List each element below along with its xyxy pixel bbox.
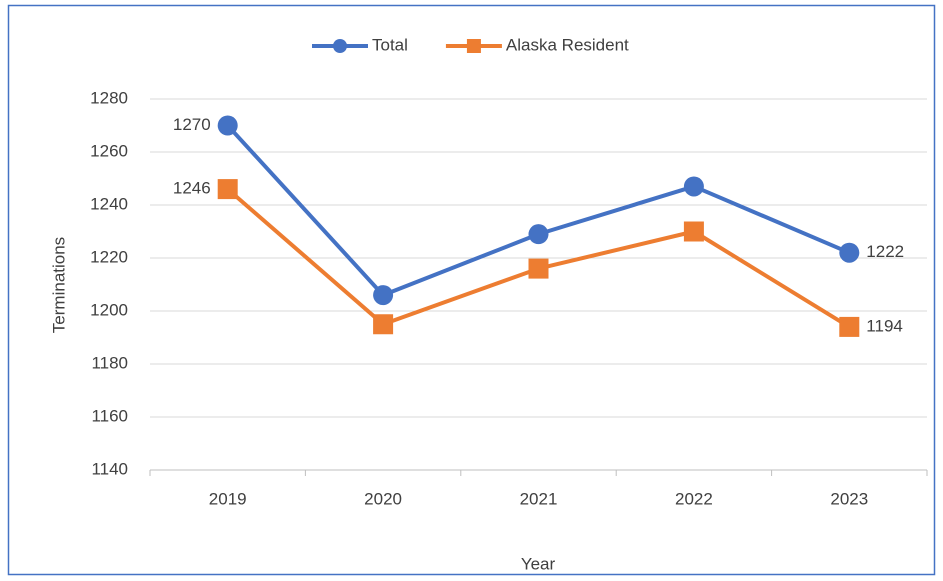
x-tick-label: 2023 xyxy=(830,489,868,508)
point xyxy=(217,179,238,200)
y-axis-title: Terminations xyxy=(49,237,68,333)
y-tick-label: 1160 xyxy=(91,406,128,425)
y-tick-label: 1260 xyxy=(90,141,128,160)
y-tick-label: 1180 xyxy=(91,353,128,372)
data-label: 1246 xyxy=(173,179,211,198)
chart-frame xyxy=(7,4,936,576)
data-label: 1194 xyxy=(866,316,903,335)
legend-marker xyxy=(466,39,481,53)
x-axis-title: Year xyxy=(521,554,556,573)
legend-label: Alaska Resident xyxy=(506,35,629,54)
y-tick-label: 1220 xyxy=(90,247,128,266)
point xyxy=(373,314,394,335)
point xyxy=(683,221,704,242)
point xyxy=(373,285,394,306)
y-tick-label: 1240 xyxy=(90,194,128,213)
y-tick-label: 1140 xyxy=(91,459,128,478)
x-tick-label: 2022 xyxy=(675,489,713,508)
point xyxy=(528,258,549,279)
data-label: 1270 xyxy=(173,115,211,134)
x-tick-label: 2021 xyxy=(520,489,558,508)
x-tick-label: 2019 xyxy=(209,489,247,508)
data-label: 1222 xyxy=(866,242,904,261)
legend-label: Total xyxy=(372,35,408,54)
point xyxy=(683,176,704,197)
point xyxy=(217,115,238,136)
legend-marker xyxy=(333,39,347,53)
point xyxy=(839,316,860,337)
point xyxy=(528,224,549,245)
x-tick-label: 2020 xyxy=(364,489,402,508)
y-tick-label: 1200 xyxy=(90,300,128,319)
point xyxy=(839,242,860,263)
y-tick-label: 1280 xyxy=(90,88,128,107)
